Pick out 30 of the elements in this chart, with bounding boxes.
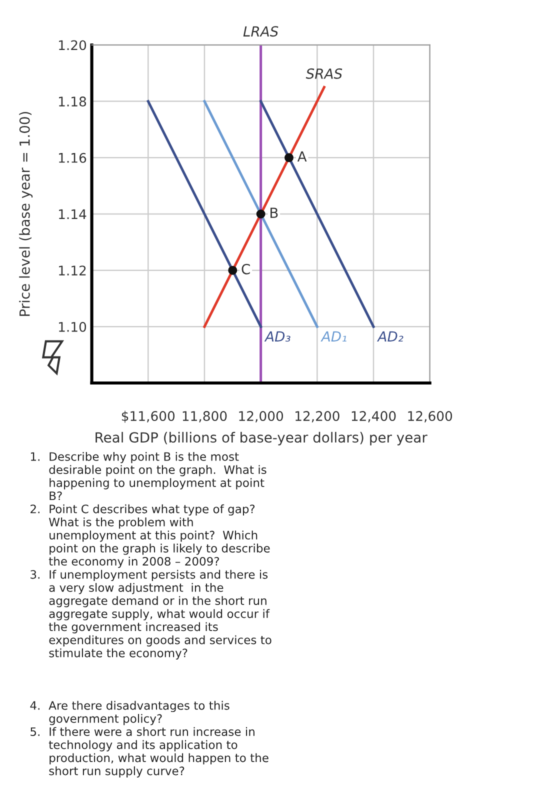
point [228, 266, 238, 275]
x-tick-label: 12,400 [352, 411, 396, 422]
x-tick-label: $11,600 [122, 410, 175, 423]
y-tick-label: 1.10 [59, 322, 86, 332]
y-tick-label: 1.18 [59, 96, 86, 107]
y-tick-label: 1.12 [59, 266, 86, 276]
series-label: AD₂ [376, 331, 404, 342]
annotation: B [270, 208, 278, 218]
y-tick-label: 1.16 [59, 152, 86, 163]
series-label: AD₃ [264, 331, 290, 342]
text: 3. If unemployment persists and there is a very slow adjustment in the aggregate demand or in the short run aggregate supply, what would occur if the government increased its expenditures on goods and services to stimulate the economy? [30, 570, 272, 660]
point [256, 210, 266, 218]
series-label: SRAS [306, 68, 342, 79]
text: 1. Describe why point B is the most desirable point on the graph. What is happening to unemployment at point B? [30, 452, 266, 500]
y-tick-label: 1.20 [59, 40, 86, 50]
series-label: AD₁ [320, 331, 346, 342]
x-axis-title: Real GDP (billions of base-year dollars) per year [96, 432, 428, 446]
x-tick-label: 11,800 [182, 411, 227, 422]
annotation: A [297, 151, 307, 162]
x-tick-label: 12,200 [296, 411, 340, 422]
y-tick-label: 1.14 [59, 209, 86, 220]
ref-line-label: LRAS [243, 26, 278, 37]
text: 5. If there were a short run increase in technology and its application to production, what would happen to the short run supply curve? [30, 727, 268, 778]
annotation: C [242, 264, 250, 274]
text: 2. Point C describes what type of gap? What is the problem with unemployment at this point? Which point on the graph is likely to describe the economy in 2008 – 2009? [30, 504, 270, 568]
text: 4. Are there disadvantages to this government policy? [30, 700, 230, 726]
point [284, 153, 294, 162]
x-tick-label: 12,000 [239, 411, 284, 422]
x-tick-label: 12,600 [408, 411, 452, 422]
y-axis-title: Price level (base year = 1.00) [19, 112, 33, 316]
